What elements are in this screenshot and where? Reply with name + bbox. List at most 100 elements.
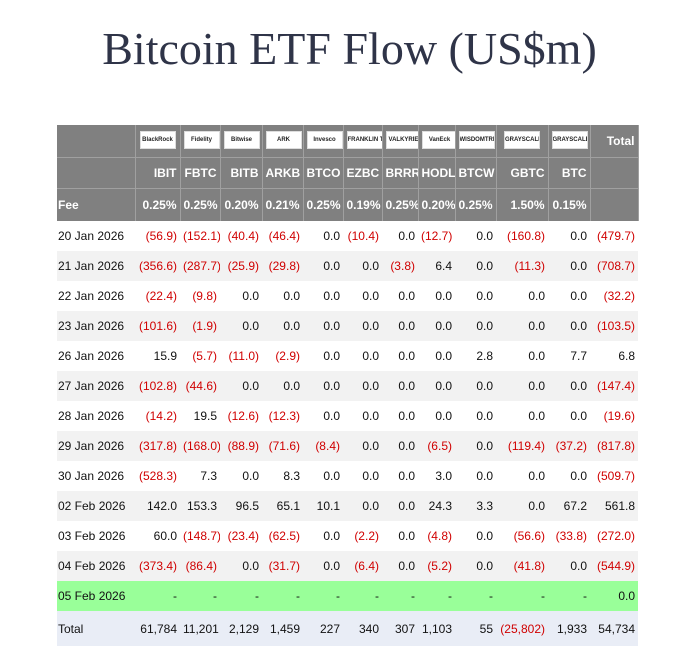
total-value: 11,201 — [180, 611, 220, 646]
flow-value: (6.4) — [343, 551, 382, 581]
flow-value: 0.0 — [343, 311, 382, 341]
flow-value: 0.0 — [303, 281, 343, 311]
flow-value: (3.8) — [382, 251, 418, 281]
flow-value: (817.8) — [590, 431, 638, 461]
data-row: 30 Jan 2026 (528.3) 7.3 0.0 8.3 0.0 0.0 0.0 3.0 0… — [57, 461, 638, 491]
fee: 0.25% — [180, 188, 221, 221]
flow-value: 0.0 — [303, 371, 343, 401]
flow-value: 0.0 — [343, 461, 382, 491]
data-row: 21 Jan 2026 (356.6) (287.7) (25.9) (29.8) 0.0… — [57, 251, 638, 281]
total-row: Total 61,784 11,201 2,129 1,459 227 340 307 1,10… — [57, 611, 638, 646]
fee: 1.50% — [496, 188, 549, 221]
flow-value: (19.6) — [590, 401, 638, 431]
fee: 0.21% — [262, 188, 304, 221]
flow-value: 15.9 — [135, 341, 180, 371]
flow-value: - — [135, 581, 180, 611]
flow-value: 0.0 — [220, 461, 262, 491]
flow-value: 0.0 — [262, 281, 303, 311]
flow-value: 561.8 — [590, 491, 638, 521]
ticker: ARKB — [262, 157, 304, 189]
flow-value: (168.0) — [180, 431, 220, 461]
flow-value: (88.9) — [220, 431, 262, 461]
flow-value: (25.9) — [220, 251, 262, 281]
flow-value: 0.0 — [303, 221, 343, 251]
data-row: 26 Jan 2026 15.9 (5.7) (11.0) (2.9) 0.0 0.0 0.0… — [57, 341, 638, 371]
flow-value: (11.3) — [496, 251, 548, 281]
flow-value: 142.0 — [135, 491, 180, 521]
flow-value: 0.0 — [382, 371, 418, 401]
logo-cell: Fidelity — [180, 125, 221, 158]
flow-value: (528.3) — [135, 461, 180, 491]
flow-value: (152.1) — [180, 221, 220, 251]
total-value: 307 — [382, 611, 418, 646]
flow-value: - — [220, 581, 262, 611]
ticker: EZBC — [343, 157, 383, 189]
flow-value: (12.6) — [220, 401, 262, 431]
data-row: 29 Jan 2026 (317.8) (168.0) (88.9) (71.6) (8.… — [57, 431, 638, 461]
flow-value: 0.0 — [220, 551, 262, 581]
flow-value: (356.6) — [135, 251, 180, 281]
flow-value: 0.0 — [382, 221, 418, 251]
flow-value: 0.0 — [418, 401, 455, 431]
flow-value: 0.0 — [496, 371, 548, 401]
date: 23 Jan 2026 — [57, 311, 135, 341]
total-header: Total — [590, 125, 639, 158]
logo-cell: WISDOMTREE — [455, 125, 497, 158]
header-cell — [590, 188, 639, 221]
flow-value: 0.0 — [496, 461, 548, 491]
flow-value: 0.0 — [382, 461, 418, 491]
date: 02 Feb 2026 — [57, 491, 135, 521]
flow-value: (272.0) — [590, 521, 638, 551]
total-value: 2,129 — [220, 611, 262, 646]
total-value: 227 — [303, 611, 343, 646]
flow-value: (11.0) — [220, 341, 262, 371]
logo-cell: VALKYRIE — [382, 125, 419, 158]
data-row: 23 Jan 2026 (101.6) (1.9) 0.0 0.0 0.0 0.0 0.0 0.… — [57, 311, 638, 341]
flow-value: (4.8) — [418, 521, 455, 551]
issuer-logo: Fidelity — [183, 130, 219, 149]
header-cell — [57, 157, 136, 189]
issuer-logo: Bitwise — [223, 130, 260, 149]
issuer-logo: GRAYSCALE — [551, 130, 588, 149]
flow-value: 0.0 — [343, 371, 382, 401]
flow-value: 0.0 — [303, 521, 343, 551]
flow-value: 0.0 — [382, 281, 418, 311]
flow-value: - — [496, 581, 548, 611]
flow-value: 0.0 — [455, 461, 496, 491]
flow-value: (56.9) — [135, 221, 180, 251]
issuer-logo: Invesco — [306, 130, 342, 149]
ticker: GBTC — [496, 157, 549, 189]
total-value: 1,103 — [418, 611, 455, 646]
flow-value: 65.1 — [262, 491, 303, 521]
flow-value: (33.8) — [548, 521, 590, 551]
flow-value: 0.0 — [548, 461, 590, 491]
flow-value: 0.0 — [303, 251, 343, 281]
fee-label: Fee — [57, 188, 136, 221]
flow-value: (317.8) — [135, 431, 180, 461]
flow-value: 0.0 — [382, 491, 418, 521]
flow-value: 0.0 — [220, 371, 262, 401]
flow-value: (22.4) — [135, 281, 180, 311]
flow-value: (479.7) — [590, 221, 638, 251]
flow-value: 0.0 — [418, 311, 455, 341]
flow-value: 7.7 — [548, 341, 590, 371]
data-row: 04 Feb 2026 (373.4) (86.4) 0.0 (31.7) 0.0 (6.4… — [57, 551, 638, 581]
flow-value: 96.5 — [220, 491, 262, 521]
flow-value: 0.0 — [548, 551, 590, 581]
flow-value: 10.1 — [303, 491, 343, 521]
flow-value: 0.0 — [303, 401, 343, 431]
flow-value: (160.8) — [496, 221, 548, 251]
flow-value: 0.0 — [343, 341, 382, 371]
data-row: 20 Jan 2026 (56.9) (152.1) (40.4) (46.4) 0.0(… — [57, 221, 638, 251]
total-value: 61,784 — [135, 611, 180, 646]
flow-value: (9.8) — [180, 281, 220, 311]
ticker: IBIT — [135, 157, 181, 189]
flow-value: 0.0 — [343, 431, 382, 461]
logo-cell: ARK — [262, 125, 304, 158]
total-value: 54,734 — [590, 611, 638, 646]
ticker: FBTC — [180, 157, 221, 189]
logo-cell: Bitwise — [220, 125, 263, 158]
fee: 0.15% — [548, 188, 591, 221]
issuer-logo: GRAYSCALE — [504, 130, 540, 149]
